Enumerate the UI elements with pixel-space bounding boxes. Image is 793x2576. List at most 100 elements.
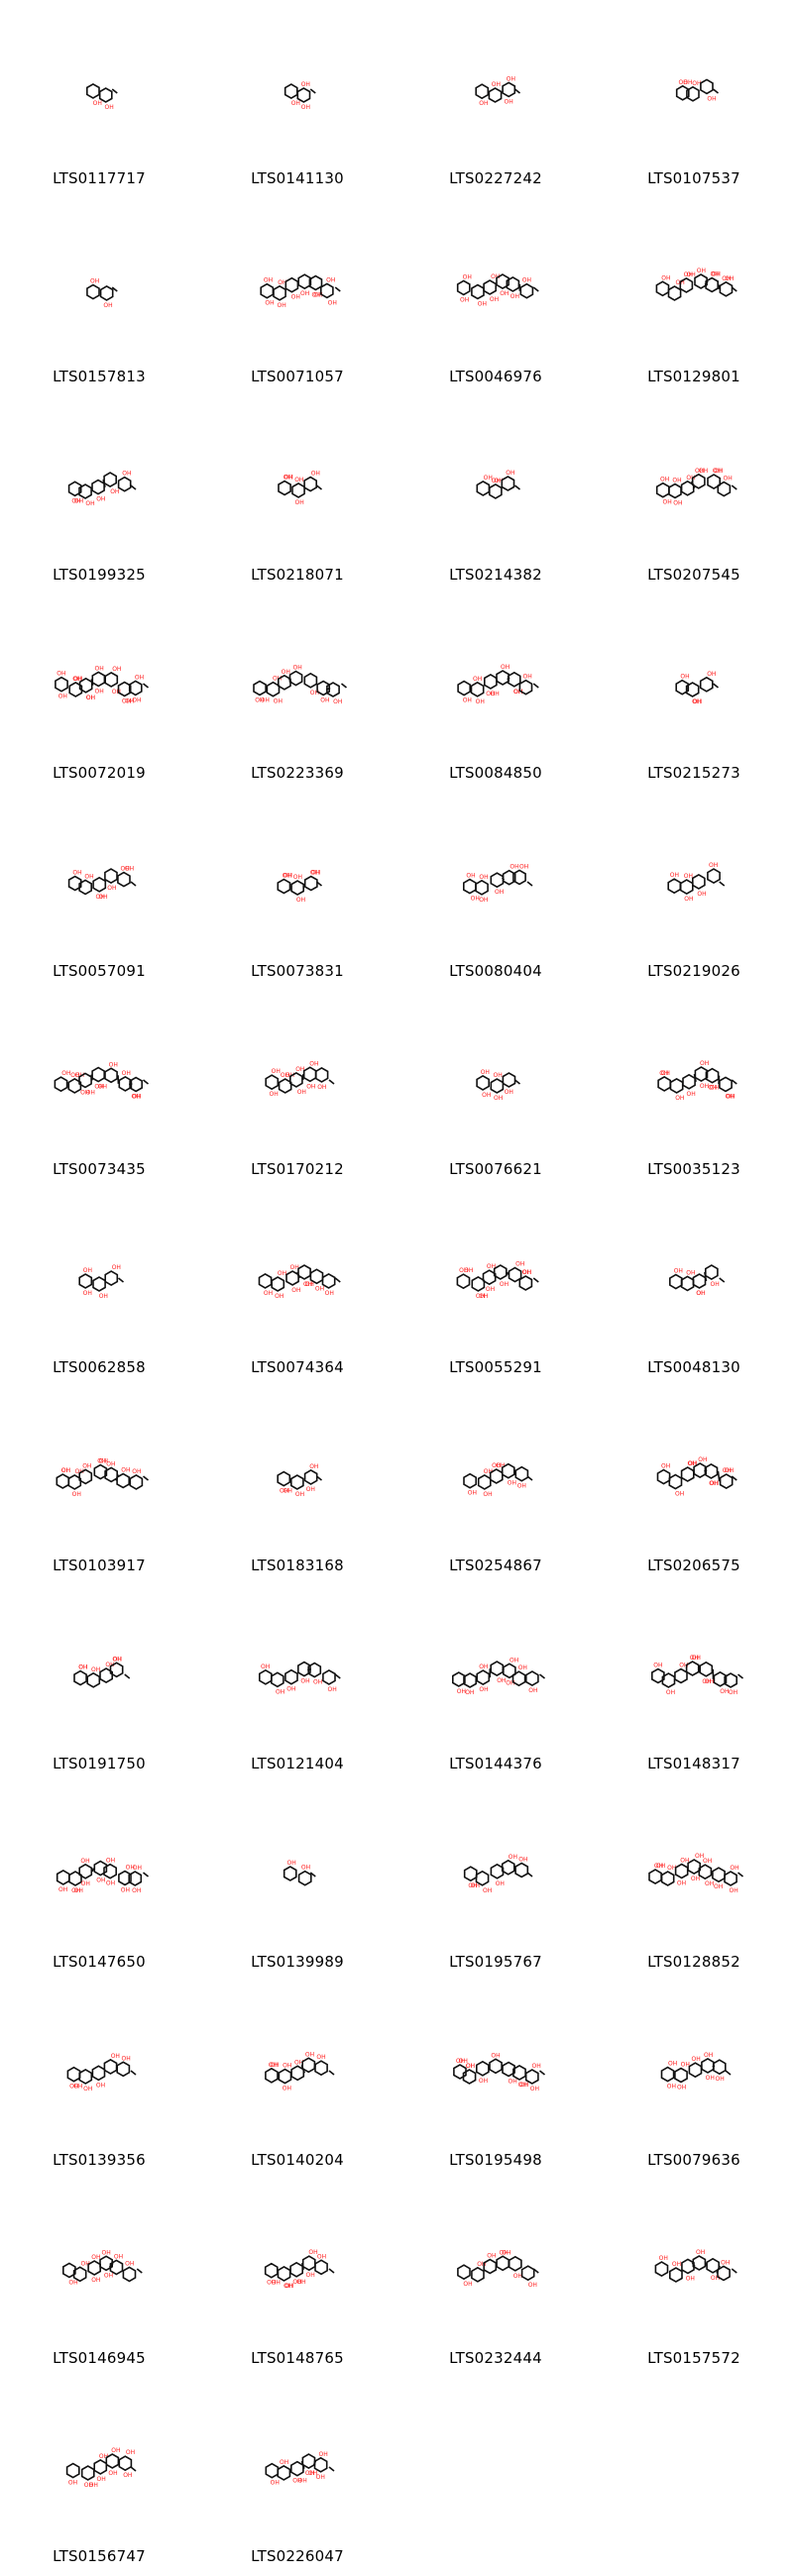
hydroxyl-label: OH xyxy=(291,1287,300,1294)
ring-bond xyxy=(288,670,303,687)
hydroxyl-label: OH xyxy=(708,1085,717,1092)
ring-bond xyxy=(660,1871,675,1886)
hydroxyl-label: OH xyxy=(706,2075,715,2082)
hydroxyl-label: OH xyxy=(517,1483,526,1490)
ring-bond xyxy=(72,2266,87,2283)
methyl-bond xyxy=(719,881,726,887)
ring-bond xyxy=(694,1066,709,1083)
hydroxyl-label: OH xyxy=(684,896,693,903)
hydroxyl-label: OH xyxy=(670,872,679,879)
hydroxyl-label: OH xyxy=(687,1091,696,1098)
linker-bond xyxy=(128,1083,133,1086)
hydroxyl-label: OH xyxy=(111,2447,120,2454)
hydroxyl-label: OH xyxy=(126,2449,135,2456)
ring-bond xyxy=(290,2460,304,2477)
ring-bond xyxy=(314,1066,329,1083)
hydroxyl-label: OH xyxy=(96,1878,105,1884)
ring-bond xyxy=(104,868,118,885)
ring-bond xyxy=(483,2258,498,2275)
methyl-bond xyxy=(316,881,322,887)
hydroxyl-label: OH xyxy=(714,1883,723,1890)
hydroxyl-label: OH xyxy=(692,2056,701,2063)
hydroxyl-label: OH xyxy=(518,1664,527,1671)
hydroxyl-label: OH xyxy=(98,1084,107,1091)
hydroxyl-label: OH xyxy=(721,2259,730,2266)
ring-bond xyxy=(56,1869,70,1885)
linker-bond xyxy=(117,2460,121,2464)
methyl-bond xyxy=(328,2070,335,2076)
hydroxyl-label: OH xyxy=(528,2282,537,2289)
ring-bond xyxy=(118,2455,133,2472)
ring-bond xyxy=(99,284,114,301)
hydroxyl-label: OH xyxy=(686,1269,695,1276)
hydroxyl-label: OH xyxy=(477,2261,486,2268)
ring-bond xyxy=(314,2060,328,2077)
hydroxyl-label: OH xyxy=(72,676,81,683)
molecule-cell: OH OH LTS0117717 xyxy=(0,0,198,198)
methyl-bond xyxy=(532,286,539,292)
molecule-id-label: LTS0128852 xyxy=(647,1953,740,1971)
ring-bond xyxy=(490,872,505,889)
ring-bond xyxy=(93,1860,108,1877)
hydroxyl-label: OH xyxy=(723,1467,732,1474)
ring-bond xyxy=(92,1276,106,1292)
ring-bond xyxy=(67,875,82,892)
hydroxyl-label: OH xyxy=(282,669,290,676)
molecule-id-label: LTS0223369 xyxy=(251,764,344,782)
hydroxyl-label: OH xyxy=(492,1462,501,1469)
hydroxyl-label: OH xyxy=(132,1094,141,1101)
hydroxyl-label: OH xyxy=(261,1664,270,1670)
hydroxyl-label: OH xyxy=(325,1290,334,1297)
hydroxyl-label: OH xyxy=(90,278,99,285)
hydroxyl-label: OH xyxy=(95,665,104,672)
ring-bond xyxy=(681,2258,695,2275)
ring-bond xyxy=(476,2060,490,2077)
hydroxyl-label: OH xyxy=(457,1688,466,1695)
hydroxyl-label: OH xyxy=(98,894,107,901)
molecule-id-label: LTS0071057 xyxy=(251,368,344,385)
linker-bond xyxy=(308,1271,312,1277)
ring-bond xyxy=(668,1473,683,1490)
hydroxyl-label: OH xyxy=(83,1290,92,1297)
hydroxyl-label: OH xyxy=(80,1858,89,1865)
molecule-cell: OH OH OH OH OH LTS0218071 xyxy=(198,396,396,594)
ring-bond xyxy=(680,1275,695,1292)
ring-bond xyxy=(99,2255,113,2272)
hydroxyl-label: OH xyxy=(283,2063,291,2070)
linker-bond xyxy=(692,1469,696,1475)
hydroxyl-label: OH xyxy=(290,1264,299,1271)
hydroxyl-label: OH xyxy=(700,1060,709,1067)
ring-bond xyxy=(78,2068,93,2085)
ring-bond xyxy=(719,280,734,297)
ring-bond xyxy=(512,2064,526,2081)
hydroxyl-label: OH xyxy=(656,1863,665,1870)
hydroxyl-label: OH xyxy=(305,2470,314,2477)
hydroxyl-label: OH xyxy=(291,100,300,107)
hydroxyl-label: OH xyxy=(491,691,500,698)
ring-bond xyxy=(462,2069,477,2085)
methyl-bond xyxy=(118,1277,124,1283)
ring-bond xyxy=(477,1473,492,1490)
methyl-bond xyxy=(725,2070,732,2076)
ring-bond xyxy=(285,1270,299,1286)
ring-bond xyxy=(326,682,340,698)
ring-bond xyxy=(470,681,485,698)
ring-bond xyxy=(674,1667,688,1684)
ring-bond xyxy=(471,283,485,300)
hydroxyl-label: OH xyxy=(479,1664,488,1670)
hydroxyl-label: OH xyxy=(515,1261,524,1268)
methyl-bond xyxy=(130,2466,137,2472)
hydroxyl-label: OH xyxy=(506,470,514,477)
hydroxyl-label: OH xyxy=(687,271,696,278)
hydroxyl-label: OH xyxy=(57,671,65,678)
methyl-bond xyxy=(737,1872,743,1878)
molecule-structure-drawing: OH OH OH OH xyxy=(78,1264,124,1300)
hydroxyl-label: OH xyxy=(660,477,669,483)
ring-bond xyxy=(700,78,714,95)
